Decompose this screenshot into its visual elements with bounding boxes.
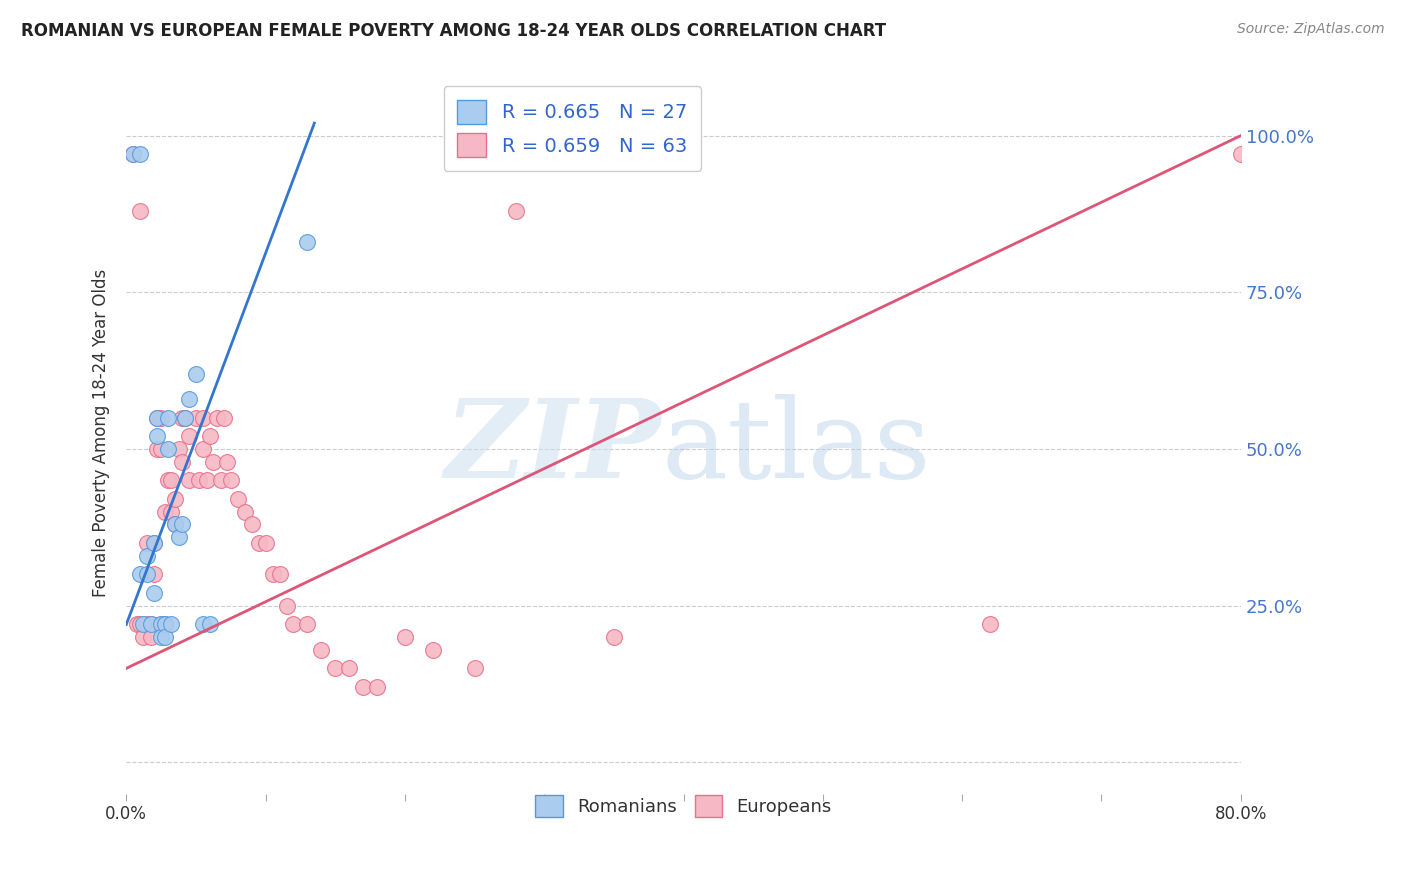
Point [132, 630, 155, 644]
Point [146, 410, 169, 425]
Point [323, 661, 346, 675]
Point [170, 454, 193, 468]
Point [191, 442, 214, 456]
Point [150, 410, 173, 425]
Point [143, 567, 166, 582]
Point [160, 505, 183, 519]
Point [129, 203, 152, 218]
Point [141, 617, 163, 632]
Text: Source: ZipAtlas.com: Source: ZipAtlas.com [1237, 22, 1385, 37]
Point [283, 617, 305, 632]
Point [464, 661, 486, 675]
Point [184, 367, 207, 381]
Point [136, 567, 159, 582]
Point [422, 642, 444, 657]
Point [157, 473, 180, 487]
Point [165, 492, 187, 507]
Point [170, 410, 193, 425]
Point [195, 473, 218, 487]
Point [141, 630, 163, 644]
Point [150, 617, 173, 632]
Point [136, 617, 159, 632]
Point [226, 492, 249, 507]
Point [262, 567, 284, 582]
Point [177, 473, 200, 487]
Point [198, 617, 221, 632]
Point [170, 517, 193, 532]
Point [297, 617, 319, 632]
Point [205, 410, 228, 425]
Point [198, 429, 221, 443]
Point [150, 630, 173, 644]
Y-axis label: Female Poverty Among 18-24 Year Olds: Female Poverty Among 18-24 Year Olds [93, 269, 110, 598]
Point [146, 429, 169, 443]
Point [247, 536, 270, 550]
Point [201, 454, 224, 468]
Point [366, 680, 388, 694]
Point [157, 442, 180, 456]
Point [212, 410, 235, 425]
Point [209, 473, 232, 487]
Point [352, 680, 374, 694]
Point [155, 630, 177, 644]
Point [167, 530, 190, 544]
Text: atlas: atlas [661, 394, 931, 501]
Point [132, 617, 155, 632]
Point [191, 410, 214, 425]
Point [337, 661, 360, 675]
Point [297, 235, 319, 250]
Point [150, 442, 173, 456]
Point [122, 147, 145, 161]
Point [1230, 147, 1253, 161]
Point [173, 410, 195, 425]
Point [129, 567, 152, 582]
Point [254, 536, 277, 550]
Point [165, 517, 187, 532]
Point [505, 203, 527, 218]
Point [129, 147, 152, 161]
Point [136, 536, 159, 550]
Point [146, 442, 169, 456]
Point [394, 630, 416, 644]
Point [143, 536, 166, 550]
Point [240, 517, 263, 532]
Point [143, 536, 166, 550]
Point [141, 617, 163, 632]
Point [177, 429, 200, 443]
Point [129, 617, 152, 632]
Point [160, 617, 183, 632]
Point [276, 599, 298, 613]
Point [155, 617, 177, 632]
Legend: Romanians, Europeans: Romanians, Europeans [529, 788, 839, 824]
Point [269, 567, 291, 582]
Point [184, 410, 207, 425]
Point [165, 517, 187, 532]
Point [311, 642, 333, 657]
Point [979, 617, 1001, 632]
Point [155, 617, 177, 632]
Point [150, 617, 173, 632]
Point [146, 410, 169, 425]
Point [173, 410, 195, 425]
Point [143, 586, 166, 600]
Point [215, 454, 238, 468]
Text: ROMANIAN VS EUROPEAN FEMALE POVERTY AMONG 18-24 YEAR OLDS CORRELATION CHART: ROMANIAN VS EUROPEAN FEMALE POVERTY AMON… [21, 22, 886, 40]
Point [191, 617, 214, 632]
Point [603, 630, 626, 644]
Point [167, 442, 190, 456]
Point [127, 617, 149, 632]
Point [155, 505, 177, 519]
Text: ZIP: ZIP [444, 394, 661, 501]
Point [122, 147, 145, 161]
Point [177, 392, 200, 406]
Point [160, 473, 183, 487]
Point [233, 505, 256, 519]
Point [219, 473, 242, 487]
Point [136, 549, 159, 563]
Point [157, 410, 180, 425]
Point [187, 473, 209, 487]
